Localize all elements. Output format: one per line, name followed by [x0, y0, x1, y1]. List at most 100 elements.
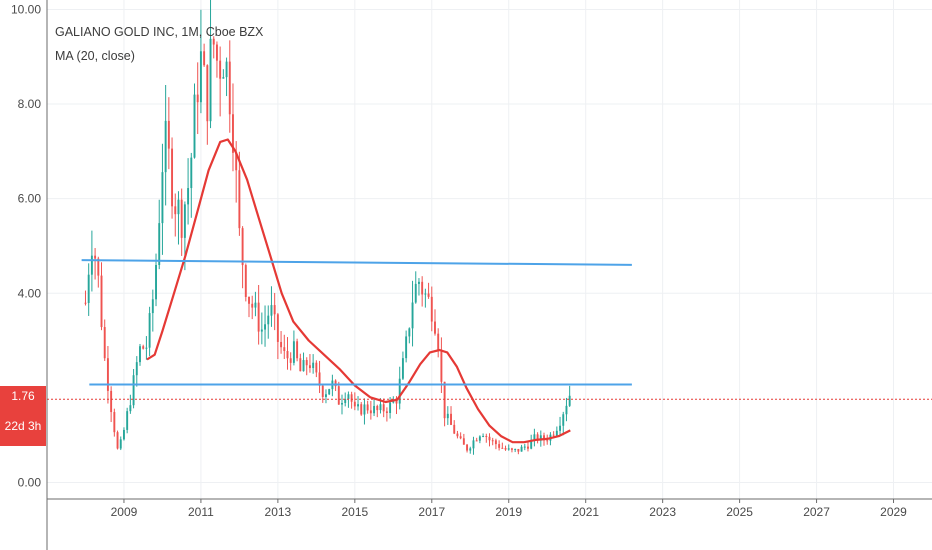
candle-body [273, 305, 276, 315]
candle-body [562, 414, 565, 426]
candle-body [251, 303, 254, 308]
candle-body [161, 172, 164, 224]
candle-body [504, 448, 507, 450]
candle-body [286, 351, 289, 359]
candle-body [203, 51, 206, 66]
candle-body [347, 394, 350, 399]
candle-body [507, 448, 510, 450]
candle-body [292, 341, 295, 363]
candle-body [119, 439, 122, 449]
candle-body [546, 440, 549, 442]
candle-body [190, 157, 193, 189]
x-tick-label: 2021 [572, 505, 599, 519]
candle-body [376, 406, 379, 411]
candle-body [167, 120, 170, 149]
candle-body [466, 444, 469, 451]
candle-body [494, 440, 497, 445]
candle-body [315, 362, 318, 373]
candle-body [398, 378, 401, 404]
candle-body [472, 440, 475, 449]
candles [84, 0, 571, 455]
candle-body [427, 293, 430, 297]
candle-body [158, 223, 161, 265]
x-tick-label: 2023 [649, 505, 676, 519]
candle-body [485, 435, 488, 437]
candle-body [206, 65, 209, 122]
x-axis-ticks[interactable]: 2009 2011 2013 2015 2017 2019 2021 2023 2025 2027… [111, 499, 908, 519]
moving-average-layer [146, 138, 571, 444]
x-tick-label: 2019 [495, 505, 522, 519]
candle-body [482, 435, 485, 437]
candle-body [289, 358, 292, 363]
candle-body [209, 38, 212, 122]
candle-body [248, 296, 250, 304]
candle-body [456, 433, 459, 437]
candle-body [177, 199, 180, 215]
countdown-badge-value: 22d 3h [5, 419, 42, 433]
candle-body [373, 406, 376, 414]
candle-body [232, 114, 234, 153]
candle-body [459, 436, 462, 439]
trendline[interactable] [81, 259, 632, 266]
candle-body [257, 302, 260, 332]
x-tick-label: 2017 [418, 505, 445, 519]
candle-body [219, 60, 222, 79]
candle-body [151, 299, 154, 314]
trendlines[interactable] [81, 259, 632, 386]
candle-body [539, 435, 542, 441]
candle-body [328, 389, 331, 395]
candle-body [270, 305, 273, 316]
candle-body [267, 315, 270, 325]
candle-body [552, 434, 555, 436]
x-tick-label: 2013 [265, 505, 292, 519]
candle-body [254, 302, 257, 308]
candle-body [382, 404, 385, 412]
candle-body [510, 448, 513, 450]
candle-body [469, 448, 472, 451]
candle-body [417, 281, 420, 284]
candle-body [360, 404, 363, 415]
y-axis-ticks[interactable]: 10.00 8.00 6.00 4.00 0.00 [11, 2, 41, 489]
candle-body [113, 412, 116, 433]
candle-body [543, 435, 545, 441]
candle-body [264, 324, 267, 330]
candle-body [174, 206, 177, 215]
candle-body [299, 358, 302, 372]
candle-body [183, 204, 186, 238]
candle-body [353, 401, 356, 407]
candle-body [337, 386, 340, 405]
candle-body [283, 347, 286, 352]
candle-body [478, 436, 481, 441]
candle-body [132, 375, 135, 406]
candle-body [520, 446, 523, 452]
candle-body [385, 411, 388, 413]
candle-body [321, 385, 324, 397]
candle-body [90, 255, 93, 275]
candle-body [94, 255, 97, 259]
candle-body [196, 94, 199, 103]
candle-body [527, 446, 529, 449]
indicator-label[interactable]: MA (20, close) [55, 49, 135, 63]
candle-body [559, 425, 562, 431]
countdown-badge: 22d 3h [0, 406, 46, 446]
candle-body [405, 336, 408, 359]
ma-line [146, 138, 571, 444]
candle-body [222, 77, 225, 79]
candle-body [517, 448, 520, 452]
y-tick-label: 10.00 [11, 2, 41, 16]
candle-body [568, 395, 571, 406]
candle-body [379, 404, 382, 411]
candle-body [145, 347, 148, 349]
candle-body [139, 346, 141, 363]
candle-body [462, 438, 465, 445]
y-tick-label: 0.00 [18, 475, 42, 489]
candle-body [122, 429, 125, 440]
candle-body [443, 381, 446, 419]
candle-body [498, 444, 501, 448]
candle-body [555, 430, 558, 436]
candle-body [565, 405, 568, 415]
candle-body [341, 403, 343, 405]
candle-body [475, 440, 478, 442]
